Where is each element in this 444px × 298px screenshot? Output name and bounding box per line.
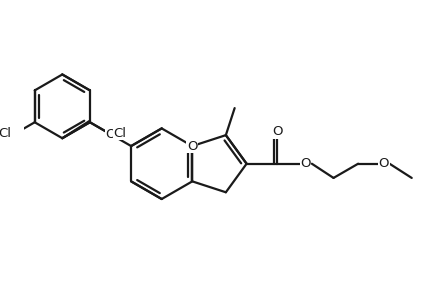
Text: O: O [187,139,198,153]
Text: Cl: Cl [113,127,127,140]
Text: O: O [272,125,282,138]
Text: Cl: Cl [0,127,11,140]
Text: O: O [106,128,116,141]
Text: O: O [378,157,389,170]
Text: O: O [300,157,311,170]
